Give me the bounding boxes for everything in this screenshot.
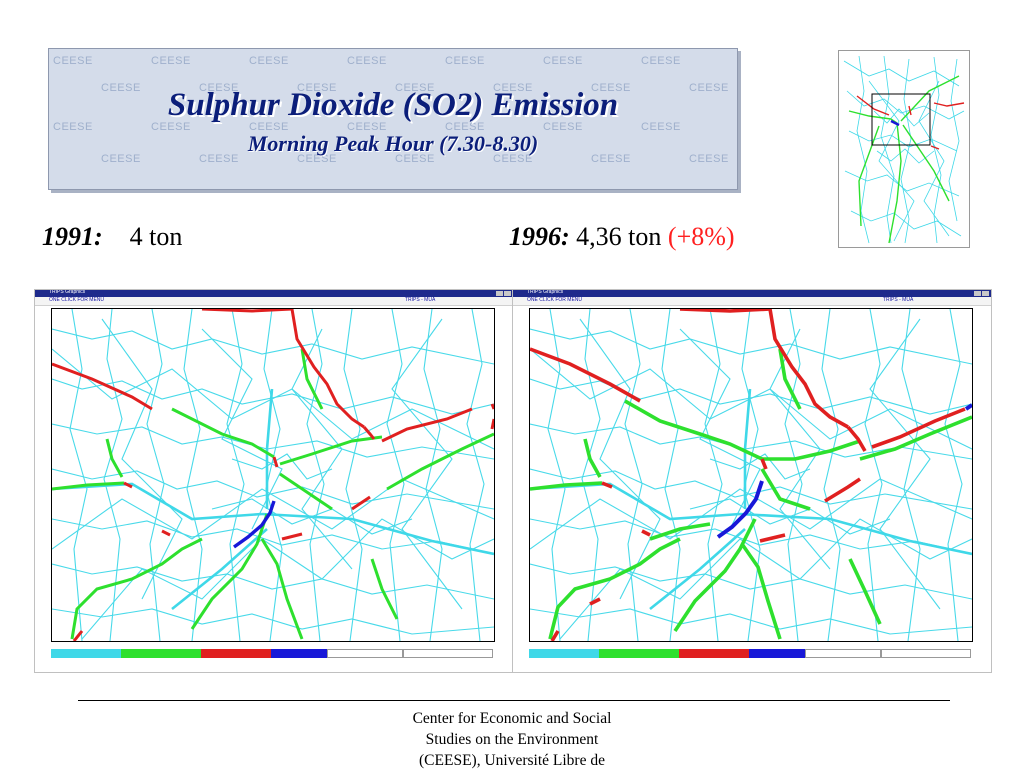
ceese-watermark-logo: CEESE bbox=[249, 55, 289, 67]
ceese-watermark-logo: CEESE bbox=[297, 153, 337, 165]
ceese-watermark-logo: CEESE bbox=[151, 121, 191, 133]
ceese-watermark-logo: CEESE bbox=[689, 82, 729, 94]
footer-divider bbox=[78, 700, 950, 701]
footer-line-1: Center for Economic and Social bbox=[412, 710, 612, 727]
ceese-watermark-logo: CEESE bbox=[199, 82, 239, 94]
change-percent: (+8%) bbox=[667, 222, 735, 251]
legend-band-blue bbox=[271, 649, 327, 658]
year-1996-value: 4,36 ton bbox=[576, 222, 662, 251]
legend-band-red bbox=[201, 649, 271, 658]
ceese-watermark-logo: CEESE bbox=[543, 121, 583, 133]
map-window-1996: TRIPS Graphics ONE CLICK FOR MENU TRIPS … bbox=[512, 289, 992, 673]
legend-attribute bbox=[881, 649, 971, 658]
ceese-watermark-logo: CEESE bbox=[493, 82, 533, 94]
ceese-watermark-logo: CEESE bbox=[445, 121, 485, 133]
year-1996-label: 1996: bbox=[509, 222, 570, 251]
year-1996-emission: 1996: 4,36 ton (+8%) bbox=[509, 222, 735, 252]
slide-title: Sulphur Dioxide (SO2) Emission bbox=[167, 87, 619, 123]
menu-hint[interactable]: ONE CLICK FOR MENU bbox=[527, 297, 583, 303]
road-network-1996 bbox=[530, 309, 972, 641]
title-box: CEESE CEESE CEESE CEESE CEESE CEESE CEESE CEESE… bbox=[48, 48, 738, 190]
legend-band-green bbox=[599, 649, 679, 658]
ceese-watermark-logo: CEESE bbox=[347, 121, 387, 133]
road-network-1991 bbox=[52, 309, 494, 641]
window-menu-bar: ONE CLICK FOR MENU TRIPS - MUA bbox=[35, 297, 513, 306]
ceese-watermark-logo: CEESE bbox=[101, 82, 141, 94]
window-title: TRIPS Graphics bbox=[527, 289, 564, 295]
window-menu-bar: ONE CLICK FOR MENU TRIPS - MUA bbox=[513, 297, 991, 306]
legend-band-red bbox=[679, 649, 749, 658]
ceese-watermark-logo: CEESE bbox=[101, 153, 141, 165]
ceese-watermark-logo: CEESE bbox=[249, 121, 289, 133]
ceese-watermark-logo: CEESE bbox=[689, 153, 729, 165]
ceese-watermark-logo: CEESE bbox=[395, 153, 435, 165]
ceese-watermark-logo: CEESE bbox=[53, 121, 93, 133]
overview-svg bbox=[843, 55, 965, 244]
footer-credit: Center for Economic and Social Studies o… bbox=[362, 708, 662, 771]
menu-title: TRIPS - MUA bbox=[405, 297, 436, 303]
legend-units bbox=[327, 649, 403, 658]
ceese-watermark-logo: CEESE bbox=[591, 82, 631, 94]
year-1991-label: 1991: bbox=[42, 222, 103, 251]
footer-line-3: (CEESE), Université Libre de bbox=[419, 752, 605, 769]
legend-band-cyan bbox=[51, 649, 121, 658]
map-legend-1991 bbox=[51, 649, 493, 658]
map-legend-1996 bbox=[529, 649, 971, 658]
menu-hint[interactable]: ONE CLICK FOR MENU bbox=[49, 297, 105, 303]
ceese-watermark-logo: CEESE bbox=[493, 153, 533, 165]
ceese-watermark-logo: CEESE bbox=[347, 55, 387, 67]
ceese-watermark-logo: CEESE bbox=[641, 121, 681, 133]
window-control-icon[interactable] bbox=[504, 291, 511, 296]
legend-band-blue bbox=[749, 649, 805, 658]
ceese-watermark-logo: CEESE bbox=[199, 153, 239, 165]
window-title-bar: TRIPS Graphics bbox=[513, 290, 991, 297]
ceese-watermark-logo: CEESE bbox=[297, 82, 337, 94]
ceese-watermark-logo: CEESE bbox=[445, 55, 485, 67]
ceese-watermark-logo: CEESE bbox=[543, 55, 583, 67]
zoom-extent-rect bbox=[871, 93, 931, 146]
window-control-icon[interactable] bbox=[982, 291, 989, 296]
legend-attribute bbox=[403, 649, 493, 658]
slide-subtitle: Morning Peak Hour (7.30-8.30) bbox=[247, 131, 539, 156]
emission-map-1996 bbox=[529, 308, 973, 642]
footer-line-2: Studies on the Environment bbox=[425, 731, 599, 748]
map-window-1991: TRIPS Graphics ONE CLICK FOR MENU TRIPS … bbox=[34, 289, 514, 673]
ceese-watermark-logo: CEESE bbox=[395, 82, 435, 94]
window-control-icon[interactable] bbox=[974, 291, 981, 296]
network-overview-map bbox=[838, 50, 970, 248]
legend-band-green bbox=[121, 649, 201, 658]
year-1991-value: 4 ton bbox=[129, 222, 183, 251]
ceese-watermark-logo: CEESE bbox=[641, 55, 681, 67]
year-1991-emission: 1991: 4 ton bbox=[42, 222, 182, 252]
window-title-bar: TRIPS Graphics bbox=[35, 290, 513, 297]
legend-band-cyan bbox=[529, 649, 599, 658]
ceese-watermark-logo: CEESE bbox=[151, 55, 191, 67]
ceese-watermark-logo: CEESE bbox=[591, 153, 631, 165]
emission-map-1991 bbox=[51, 308, 495, 642]
menu-title: TRIPS - MUA bbox=[883, 297, 914, 303]
ceese-watermark-logo: CEESE bbox=[53, 55, 93, 67]
window-control-icon[interactable] bbox=[496, 291, 503, 296]
legend-units bbox=[805, 649, 881, 658]
window-title: TRIPS Graphics bbox=[49, 289, 86, 295]
